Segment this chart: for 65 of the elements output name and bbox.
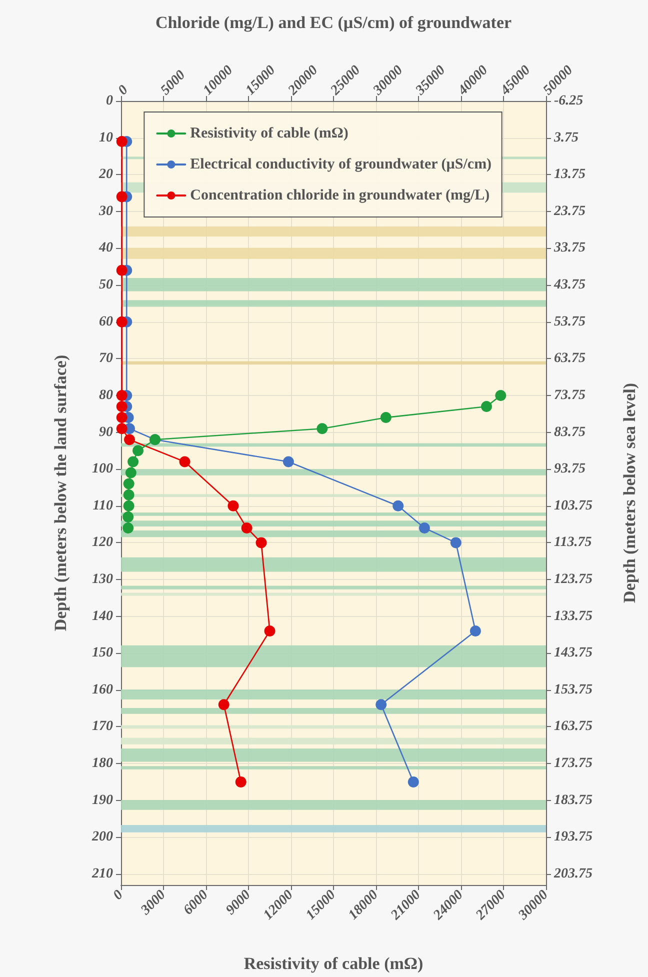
y-tick-label: 120 (92, 535, 113, 550)
y-tick-label: 140 (92, 608, 113, 624)
point (128, 456, 139, 468)
y2-tick-label: 63.75 (554, 351, 586, 366)
point (316, 423, 328, 434)
x2-tick-label: 0 (116, 82, 132, 98)
y2-tick-label: 43.75 (553, 278, 586, 293)
y-tick-label: 0 (106, 94, 113, 108)
point (481, 401, 492, 412)
y-tick-label: 10 (99, 130, 113, 146)
y-tick-label: 110 (92, 498, 113, 514)
y-tick-label: 170 (92, 719, 113, 734)
y2-tick-label: 103.75 (554, 498, 592, 514)
x2-axis-title: Chloride (mg/L) and EC (µS/cm) of groundwater (155, 13, 512, 32)
y-tick-label: 90 (99, 424, 113, 440)
legend-label: Resistivity of cable (mΩ) (190, 126, 348, 142)
point (132, 445, 144, 456)
y2-tick-label: 173.75 (554, 756, 592, 772)
y2-tick-label: 143.75 (554, 646, 592, 661)
y-tick-label: 200 (91, 830, 113, 845)
y2-tick-label: 193.75 (554, 830, 592, 845)
y-tick-label: 130 (92, 572, 113, 587)
y2-tick-label: 83.75 (554, 424, 586, 440)
x-axis-title: Resistivity of cable (mΩ) (244, 954, 424, 973)
y-tick-label: 30 (98, 204, 113, 219)
legend-label: Concentration chloride in groundwater (mg/L) (190, 188, 490, 204)
y2-tick-label: 13.75 (554, 167, 586, 182)
y2-tick-label: 123.75 (554, 572, 592, 587)
y2-tick-label: 183.75 (554, 792, 592, 808)
y-tick-label: 180 (92, 756, 113, 772)
point (495, 390, 506, 401)
y2-tick-label: 153.75 (554, 682, 592, 698)
y2-tick-label: 133.75 (554, 608, 592, 624)
y-tick-label: 20 (98, 167, 113, 182)
y2-tick-label: 73.75 (554, 388, 586, 403)
y-axis-title: Depth (meters below the land surface) (51, 354, 70, 632)
point (123, 489, 134, 500)
point (123, 500, 134, 512)
y2-tick-label: 93.75 (554, 462, 586, 477)
y-tick-label: 210 (91, 866, 113, 882)
point (122, 511, 134, 522)
y2-tick-label: 163.75 (554, 719, 592, 734)
y-tick-label: 50 (99, 278, 113, 293)
y2-tick-label: 113.75 (554, 535, 592, 550)
legend-label: Electrical conductivity of groundwater (µS/cm) (190, 156, 492, 172)
y-tick-label: 40 (98, 240, 113, 256)
y-tick-label: 150 (92, 646, 113, 661)
x-tick-label: 0 (110, 888, 126, 904)
point (125, 467, 136, 478)
point (122, 522, 134, 534)
y-tick-label: 70 (99, 351, 113, 366)
y2-axis-title: Depth (meters below sea level) (620, 383, 639, 603)
y-tick-label: 160 (92, 682, 113, 698)
y2-tick-label: 53.75 (554, 314, 586, 330)
y2-tick-label: 23.75 (553, 204, 586, 219)
y2-tick-label: 3.75 (553, 130, 578, 146)
point (123, 478, 134, 490)
y-tick-label: 80 (99, 388, 113, 403)
y2-tick-label: -6.25 (554, 94, 584, 108)
y2-tick-label: 33.75 (553, 240, 586, 256)
y2-tick-label: 203.75 (553, 866, 592, 882)
y-tick-label: 100 (92, 462, 113, 477)
y-tick-label: 190 (92, 792, 113, 808)
y-tick-label: 60 (99, 314, 113, 330)
point (380, 412, 392, 424)
